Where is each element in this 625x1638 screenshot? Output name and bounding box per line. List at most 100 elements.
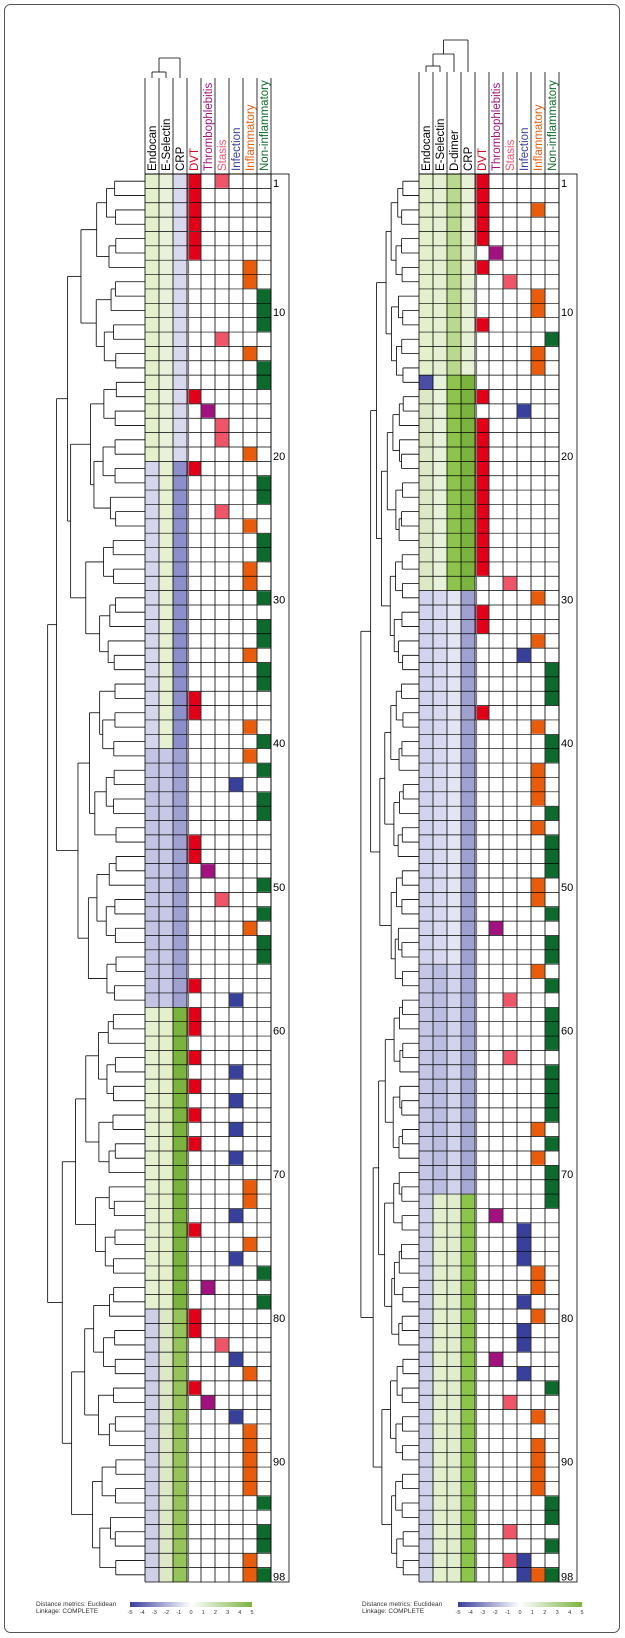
category-header: Thrombophlebitis xyxy=(491,83,503,171)
color-scale-bar xyxy=(458,1602,582,1607)
variable-cell-block xyxy=(419,1194,433,1582)
category-cell xyxy=(229,777,243,792)
category-cell xyxy=(201,864,215,878)
color-scale-tick: -3 xyxy=(152,1610,157,1616)
category-cell xyxy=(545,1381,559,1395)
category-cell xyxy=(475,706,489,720)
category-cell xyxy=(545,806,559,821)
category-cell xyxy=(531,763,545,806)
category-cell xyxy=(545,1137,559,1151)
category-cell xyxy=(531,203,545,217)
category-cell xyxy=(257,591,271,605)
variable-header: Endocan xyxy=(421,126,433,171)
variable-cell-block xyxy=(159,1309,173,1582)
variable-cell-block xyxy=(145,1007,159,1310)
category-header: Infection xyxy=(231,128,243,171)
variable-cell-block xyxy=(419,375,433,390)
category-cell xyxy=(187,461,201,476)
category-cell xyxy=(243,1424,257,1496)
category-cell xyxy=(503,1050,517,1065)
category-cell xyxy=(201,404,215,418)
variable-cell-block xyxy=(173,1007,187,1310)
category-cell xyxy=(257,907,271,921)
category-cell xyxy=(243,720,257,734)
category-header: Inflammatory xyxy=(245,104,257,171)
category-cell xyxy=(215,892,229,907)
color-scale-bar xyxy=(130,1602,252,1607)
row-number-label: 10 xyxy=(273,307,285,319)
category-cell xyxy=(489,246,503,260)
category-cell xyxy=(489,1208,503,1223)
category-cell xyxy=(243,1237,257,1252)
category-cell xyxy=(243,447,257,461)
variable-header: CRP xyxy=(463,146,475,171)
category-cell xyxy=(215,332,229,346)
row-number-label: 80 xyxy=(561,1313,573,1325)
variable-cell-block xyxy=(433,1194,447,1582)
color-scale-tick: -1 xyxy=(176,1610,181,1616)
category-header: Non-inflammatory xyxy=(547,80,559,171)
variable-cell-block xyxy=(159,1007,173,1310)
category-cell xyxy=(475,390,489,404)
category-cell xyxy=(229,1410,243,1424)
row-number-label: 10 xyxy=(561,307,573,319)
category-cell xyxy=(545,662,559,706)
category-cell xyxy=(517,1366,531,1381)
category-header: Stasis xyxy=(217,139,229,171)
category-cell xyxy=(545,1568,559,1582)
row-number-label: 1 xyxy=(273,178,279,190)
category-cell xyxy=(545,835,559,878)
row-number-label: 90 xyxy=(273,1457,285,1469)
category-cell xyxy=(545,332,559,346)
category-cell xyxy=(229,993,243,1007)
category-cell xyxy=(257,1295,271,1309)
row-number-label: 60 xyxy=(561,1026,573,1038)
category-cell xyxy=(475,174,489,246)
category-cell xyxy=(503,1395,517,1410)
color-scale-tick: -5 xyxy=(128,1610,133,1616)
color-scale-tick: -4 xyxy=(468,1610,473,1616)
row-number-label: 1 xyxy=(561,178,567,190)
color-scale-tick: 5 xyxy=(250,1610,253,1616)
category-cell xyxy=(243,1366,257,1381)
category-cell xyxy=(489,921,503,935)
category-cell xyxy=(229,1208,243,1223)
color-scale-tick: 1 xyxy=(202,1610,205,1616)
category-cell xyxy=(475,318,489,332)
category-cell xyxy=(187,1137,201,1151)
color-scale-tick: -5 xyxy=(456,1610,461,1616)
category-cell xyxy=(187,1108,201,1122)
category-cell xyxy=(503,993,517,1007)
category-cell xyxy=(243,648,257,662)
category-cell xyxy=(531,1151,545,1165)
category-cell xyxy=(215,174,229,188)
category-header: DVT xyxy=(189,148,201,171)
category-cell xyxy=(187,1050,201,1065)
color-scale-tick: 1 xyxy=(531,1610,534,1616)
category-cell xyxy=(257,1266,271,1280)
variable-cell-block xyxy=(447,375,461,591)
variable-cell-block xyxy=(461,375,475,591)
row-number-label: 98 xyxy=(273,1572,285,1584)
variable-cell-block xyxy=(173,1309,187,1582)
color-scale-tick: 0 xyxy=(189,1610,192,1616)
category-cell xyxy=(531,964,545,979)
row-label-box xyxy=(558,173,578,1583)
category-cell xyxy=(201,1395,215,1410)
category-cell xyxy=(257,289,271,332)
category-cell xyxy=(517,1295,531,1309)
category-cell xyxy=(531,591,545,605)
category-header: DVT xyxy=(477,148,489,171)
footnote-text: Linkage: COMPLETE xyxy=(362,1608,425,1615)
color-scale-tick: 4 xyxy=(238,1610,241,1616)
category-cell xyxy=(215,1338,229,1352)
category-cell xyxy=(531,1568,545,1582)
category-header: Infection xyxy=(519,128,531,171)
category-cell xyxy=(517,1223,531,1266)
category-cell xyxy=(215,504,229,519)
color-scale-tick: -4 xyxy=(140,1610,145,1616)
category-cell xyxy=(243,519,257,533)
variable-header: D-dimer xyxy=(449,130,461,171)
category-cell xyxy=(545,907,559,921)
